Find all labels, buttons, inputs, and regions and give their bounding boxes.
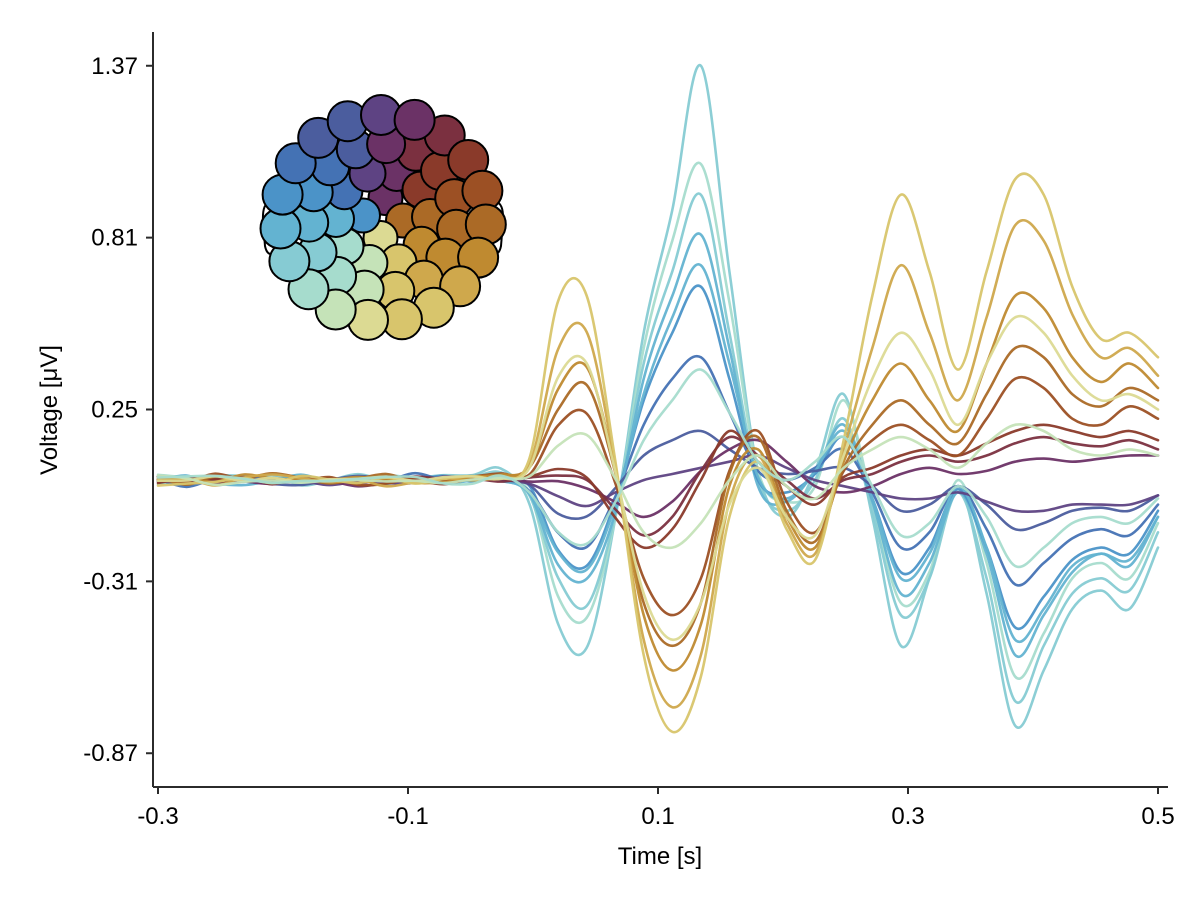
series-line-14	[156, 344, 1160, 648]
electrode-layer	[259, 94, 507, 341]
series-line-9	[156, 454, 1160, 514]
x-axis-label: Time [s]	[618, 843, 702, 870]
series-line-7	[156, 263, 1160, 644]
x-tick-label: 0.5	[1141, 803, 1174, 830]
y-tick-label: 0.25	[91, 397, 138, 424]
x-tick-label: -0.1	[387, 803, 428, 830]
x-tick-label: -0.3	[137, 803, 178, 830]
y-tick-label: -0.87	[83, 740, 138, 767]
series-layer	[156, 64, 1160, 734]
y-tick-label: 0.81	[91, 225, 138, 252]
y-tick-label: -0.31	[83, 568, 138, 595]
topoplot-inset	[259, 94, 507, 341]
series-line-17	[156, 172, 1160, 734]
x-tick-label: 0.3	[891, 803, 924, 830]
series-line-6	[156, 354, 1160, 587]
series-line-13	[156, 375, 1160, 617]
y-ticks: 1.37 0.81 0.25 -0.31 -0.87	[83, 53, 153, 767]
x-ticks: -0.3 -0.1 0.1 0.3 0.5	[137, 787, 1175, 830]
electrode-marker	[393, 98, 436, 141]
y-axis-label: Voltage [μV]	[36, 345, 63, 475]
series-line-20	[156, 368, 1160, 569]
y-tick-label: 1.37	[91, 53, 138, 80]
x-tick-label: 0.1	[641, 803, 674, 830]
